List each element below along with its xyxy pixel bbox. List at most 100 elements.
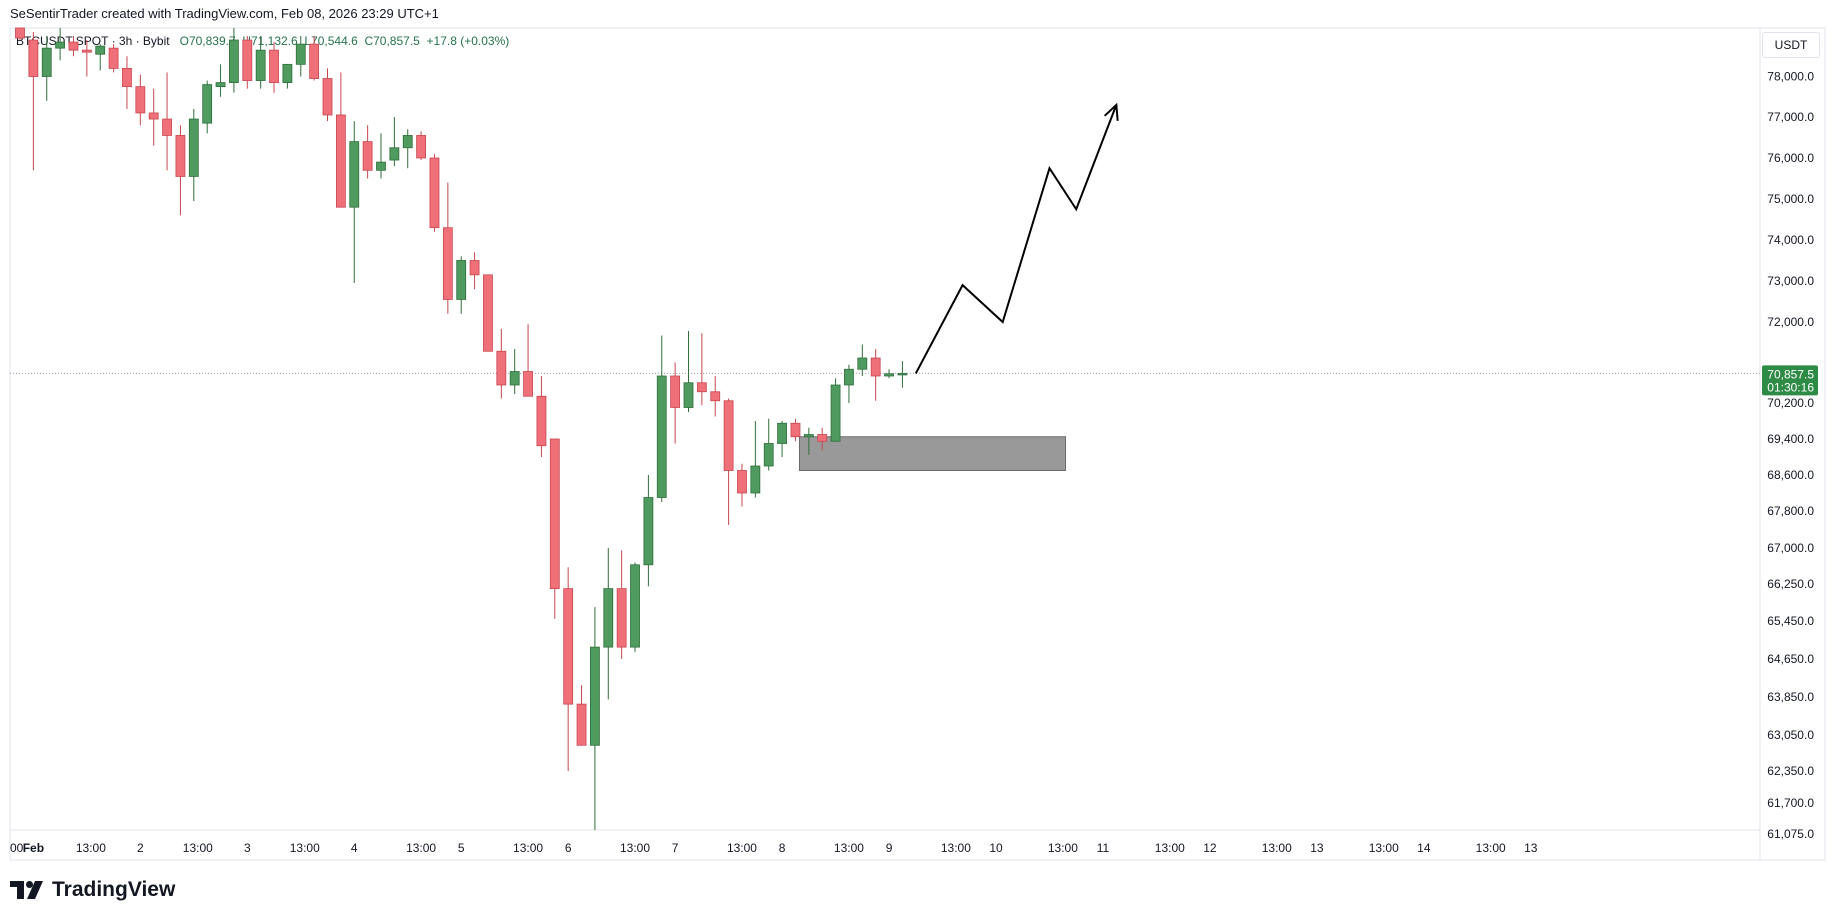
price-tick-label: 68,600.0 [1767,468,1814,482]
candle [122,56,132,109]
candle-body [55,41,66,49]
demand-zone-rect[interactable] [798,436,1067,471]
time-tick-label: 3 [244,841,251,855]
price-tick-label: 67,000.0 [1767,541,1814,555]
candle-body [349,141,360,208]
candle-body [656,375,667,498]
candle-body [416,135,427,159]
candle [870,349,881,401]
candle-body [309,43,320,79]
candle-body [603,588,614,648]
candle [108,44,119,73]
candle [429,153,440,232]
chart-frame [9,27,1826,861]
candle [456,256,467,314]
price-tick-label: 70,200.0 [1767,396,1814,410]
price-tick-label: 74,000.0 [1767,233,1814,247]
candle-body [442,227,453,300]
price-tick-label: 77,000.0 [1767,110,1814,124]
candle [897,361,908,388]
candle [282,63,293,89]
candle [844,364,854,403]
candle [483,274,493,352]
candle-body [790,422,801,438]
time-tick-label: 13:00 [941,841,971,855]
candle-body [376,161,386,171]
price-tick-label: 69,400.0 [1767,432,1814,446]
candle [389,117,400,167]
candle [763,418,774,471]
candle-body [389,147,400,161]
candle-body [683,382,694,408]
candle-body [803,434,814,438]
symbol-name[interactable]: BTCUSDT SPOT · 3h · Bybit [16,34,170,48]
candle [643,475,654,587]
candle [509,349,520,394]
price-tick-label: 75,000.0 [1767,192,1814,206]
candle-body [255,49,266,81]
candle [737,463,747,507]
candle [536,376,547,457]
candle-body [563,588,574,705]
candle-body [643,497,654,566]
symbol-legend[interactable]: BTCUSDT SPOT · 3h · Bybit O70,839.7 H71,… [16,34,509,48]
time-tick-label: 9 [886,841,893,855]
candle [442,182,453,314]
projection-arrowhead [1103,102,1119,121]
candle-body [870,357,881,377]
tradingview-logo-icon [10,881,43,899]
time-tick-label: Feb [23,841,44,855]
price-tick-label: 73,000.0 [1767,274,1814,288]
projection-path[interactable] [914,104,1118,374]
candle-body [402,135,413,149]
candle [549,438,560,619]
candle-body [108,47,119,69]
candle [269,42,279,93]
candle-body [509,371,520,386]
candle-body [616,588,627,648]
time-tick-label: 13 [1524,841,1538,855]
candle-body [456,260,467,300]
time-tick-label: 13:00 [1155,841,1185,855]
candle [790,418,801,442]
candle [590,607,600,830]
candle-body [536,395,547,447]
candle-body [897,373,908,376]
ohlc-high: H71,132.6 [242,34,298,48]
candle-body [242,39,253,81]
candle-body [830,384,841,442]
candle [148,88,159,146]
time-tick-label: 7 [672,841,679,855]
candle [857,344,868,376]
tradingview-logo[interactable]: TradingView [10,878,175,902]
time-tick-label: 13:00 [1048,841,1078,855]
candle [884,369,894,379]
candle [309,36,320,81]
candle [135,74,146,126]
candle-body [696,382,707,393]
candle-body [429,157,440,229]
candle [242,36,253,89]
candle [683,331,694,412]
candle [15,27,25,41]
time-tick-label: 13:00 [76,841,106,855]
ohlc-close: C70,857.5 [364,34,420,48]
candle [723,398,734,525]
candle [188,108,199,202]
currency-button[interactable]: USDT [1762,32,1820,58]
candle-body [549,438,560,590]
time-tick-label: 14 [1417,841,1431,855]
candle-body [162,118,172,136]
time-tick-label: 12 [1203,841,1217,855]
candle-body [41,47,52,77]
candle-body [295,43,306,65]
candle [416,131,427,161]
candle-body [763,443,774,467]
last-price-value: 70,857.5 [1767,367,1814,381]
time-tick-label: 13:00 [290,841,320,855]
candle-body [496,350,507,386]
candle [523,324,533,397]
price-tick-label: 67,800.0 [1767,504,1814,518]
chart-credit: SeSentirTrader created with TradingView.… [10,6,439,21]
